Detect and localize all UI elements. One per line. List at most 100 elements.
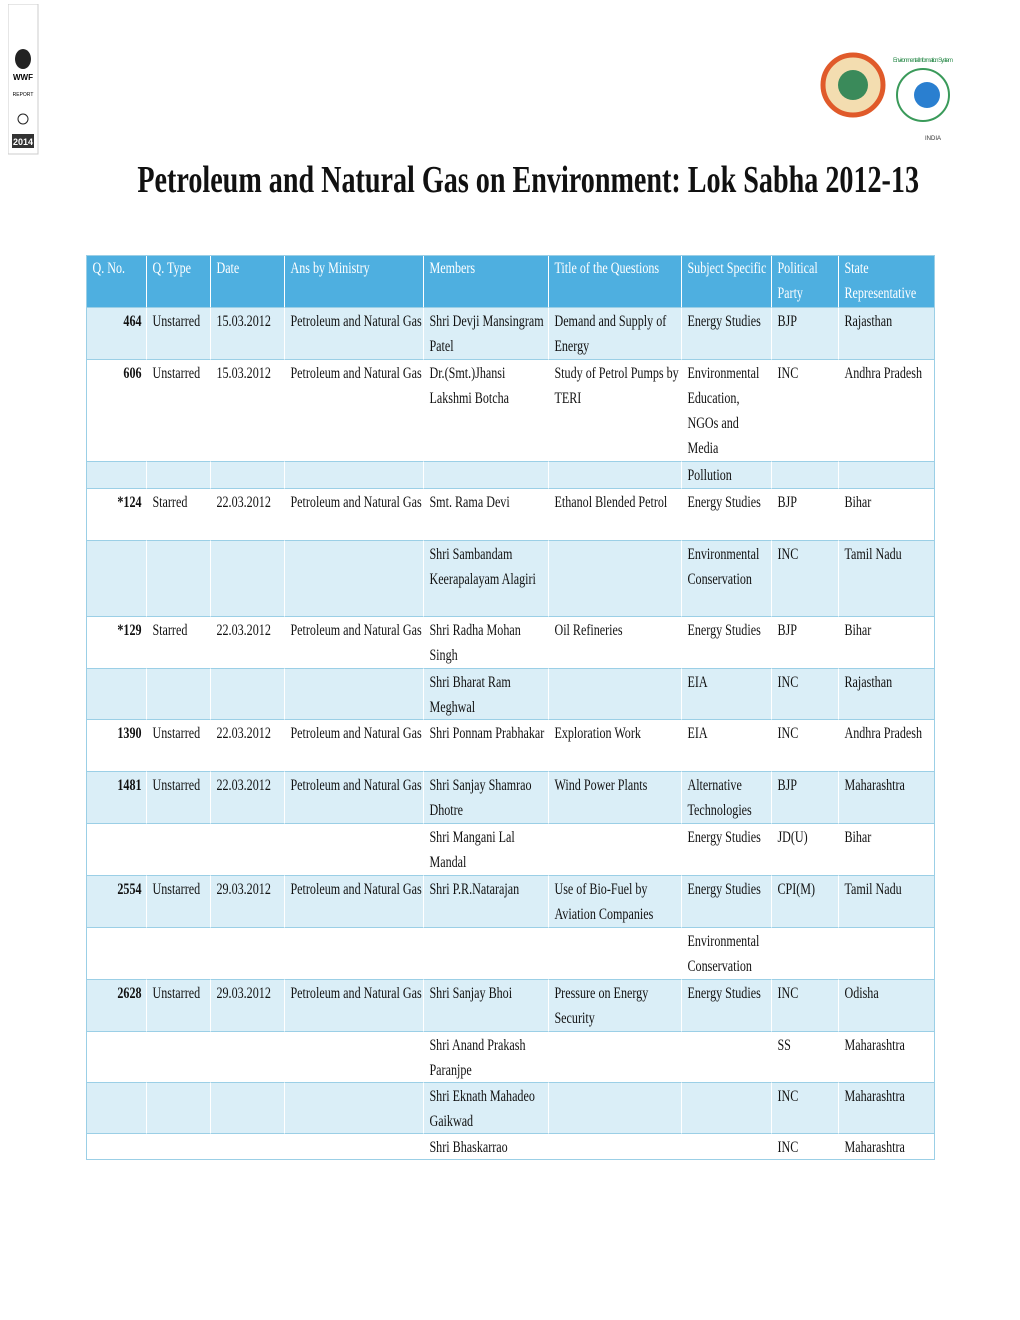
cell-text: Ethanol Blended Petrol: [554, 494, 668, 511]
cell-text: Andhra Pradesh: [844, 725, 923, 742]
table-cell: INC: [772, 980, 839, 1032]
cell-text: Oil Refineries: [554, 622, 623, 639]
cell-text: Unstarred: [152, 777, 201, 794]
table-cell: [549, 1134, 682, 1160]
cell-text: Rajasthan: [844, 674, 893, 691]
cell-text: EIA: [687, 674, 708, 691]
table-cell: [211, 669, 285, 720]
table-cell: [87, 1083, 147, 1134]
cell-text: INC: [777, 365, 799, 382]
table-cell: Unstarred: [147, 980, 211, 1032]
cell-text: Andhra Pradesh: [844, 365, 923, 382]
table-cell: Dr.(Smt.)Jhansi Lakshmi Botcha: [424, 360, 549, 462]
table-cell: EIA: [682, 720, 772, 772]
table-cell: Environmental Education, NGOs and Media: [682, 360, 772, 462]
table-cell: Starred: [147, 617, 211, 669]
cell-text: Q. No.: [92, 260, 126, 277]
cell-text: Demand and Supply of Energy: [554, 313, 667, 355]
table-cell: INC: [772, 541, 839, 617]
table-cell: Petroleum and Natural Gas: [285, 980, 424, 1032]
table-cell: Starred: [147, 489, 211, 541]
cell-text: Petroleum and Natural Gas: [290, 622, 422, 639]
table-cell: [682, 1032, 772, 1083]
logo-year: 2014: [13, 137, 33, 147]
header-cell: Subject Specific: [682, 255, 772, 308]
table-cell: Petroleum and Natural Gas: [285, 308, 424, 360]
table-cell: Energy Studies: [682, 824, 772, 876]
header-cell: Title of the Questions: [549, 255, 682, 308]
table-cell: 2628: [87, 980, 147, 1032]
table-cell: [147, 669, 211, 720]
cell-text: Unstarred: [152, 313, 201, 330]
cell-text: Unstarred: [152, 365, 201, 382]
cell-text: 15.03.2012: [216, 365, 271, 382]
table-cell: Rajasthan: [839, 308, 935, 360]
cell-text: Energy Studies: [687, 494, 761, 511]
cell-text: 15.03.2012: [216, 313, 271, 330]
header-cell: Q. Type: [147, 255, 211, 308]
table-cell: Oil Refineries: [549, 617, 682, 669]
table-cell: Use of Bio-Fuel by Aviation Companies: [549, 876, 682, 928]
table-cell: INC: [772, 1134, 839, 1160]
table-cell: [839, 928, 935, 980]
cell-text: Shri Eknath Mahadeo Gaikwad: [429, 1088, 535, 1130]
table-cell: Shri Ponnam Prabhakar: [424, 720, 549, 772]
table-cell: 15.03.2012: [211, 308, 285, 360]
cell-text: Tamil Nadu: [844, 546, 902, 563]
cell-text: Petroleum and Natural Gas: [290, 494, 422, 511]
cell-text: Shri P.R.Natarajan: [429, 881, 520, 898]
envis-ring: [896, 68, 950, 122]
cell-text: State Representative: [844, 260, 917, 302]
panda: [15, 49, 31, 69]
cell-text: Political Party: [777, 260, 818, 302]
cell-text: 1390: [117, 725, 142, 742]
table-cell: [147, 1083, 211, 1134]
table-cell: [285, 1083, 424, 1134]
table-cell: BJP: [772, 617, 839, 669]
cell-text: Use of Bio-Fuel by Aviation Companies: [554, 881, 654, 923]
cell-text: Title of the Questions: [554, 260, 660, 277]
table-cell: Alternative Technologies: [682, 772, 772, 824]
table-cell: Shri Sanjay Shamrao Dhotre: [424, 772, 549, 824]
cell-text: Shri Mangani Lal Mandal: [429, 829, 515, 871]
table-cell: [87, 824, 147, 876]
table-cell: INC: [772, 669, 839, 720]
table-cell: [147, 824, 211, 876]
cell-text: BJP: [777, 494, 797, 511]
cell-text: Starred: [152, 494, 188, 511]
table-cell: Shri Eknath Mahadeo Gaikwad: [424, 1083, 549, 1134]
cell-text: Members: [429, 260, 476, 277]
logo-label: REPORT: [13, 92, 34, 98]
table-cell: Energy Studies: [682, 876, 772, 928]
table-cell: [549, 541, 682, 617]
table-cell: Shri Sanjay Bhoi: [424, 980, 549, 1032]
table-cell: [772, 462, 839, 489]
table-cell: Smt. Rama Devi: [424, 489, 549, 541]
cell-text: Maharashtra: [844, 1037, 905, 1054]
table-cell: Petroleum and Natural Gas: [285, 617, 424, 669]
table-cell: Unstarred: [147, 360, 211, 462]
table-cell: Petroleum and Natural Gas: [285, 720, 424, 772]
cell-text: Energy Studies: [687, 881, 761, 898]
table-cell: [87, 462, 147, 489]
cell-text: *129: [117, 622, 142, 639]
table-cell: [285, 928, 424, 980]
table-cell: [549, 824, 682, 876]
table-cell: [211, 462, 285, 489]
cell-text: Rajasthan: [844, 313, 893, 330]
cell-text: Unstarred: [152, 985, 201, 1002]
table-cell: [211, 541, 285, 617]
cell-text: 2628: [117, 985, 142, 1002]
header-cell: Members: [424, 255, 549, 308]
question-table: Q. No. Q. Type Date Ans by Ministry Members T…: [86, 255, 935, 1160]
right-logos: Environmental Information System INDIA: [820, 52, 953, 142]
table-cell: Maharashtra: [839, 772, 935, 824]
table-cell: *124: [87, 489, 147, 541]
cell-text: Shri Sambandam Keerapalayam Alagiri: [429, 546, 536, 588]
table-cell: 22.03.2012: [211, 617, 285, 669]
table-cell: [211, 1032, 285, 1083]
table-cell: [87, 669, 147, 720]
table-cell: Andhra Pradesh: [839, 720, 935, 772]
cell-text: SS: [777, 1037, 791, 1054]
